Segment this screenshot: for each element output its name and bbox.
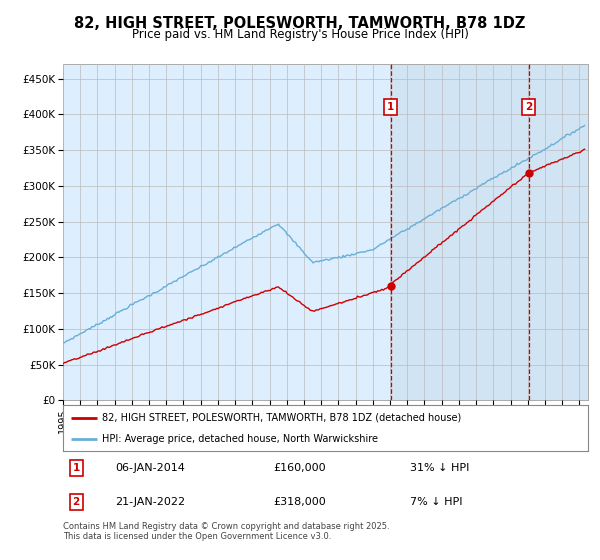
Text: £318,000: £318,000 (273, 497, 326, 507)
Text: 1: 1 (73, 464, 80, 473)
Text: Contains HM Land Registry data © Crown copyright and database right 2025.
This d: Contains HM Land Registry data © Crown c… (63, 522, 389, 542)
Text: 2: 2 (73, 497, 80, 507)
Text: £160,000: £160,000 (273, 464, 326, 473)
Text: 82, HIGH STREET, POLESWORTH, TAMWORTH, B78 1DZ: 82, HIGH STREET, POLESWORTH, TAMWORTH, B… (74, 16, 526, 31)
Text: 21-JAN-2022: 21-JAN-2022 (115, 497, 185, 507)
Text: HPI: Average price, detached house, North Warwickshire: HPI: Average price, detached house, Nort… (103, 435, 379, 444)
Text: 2: 2 (525, 102, 532, 113)
Bar (391, 64, 588, 400)
Text: 06-JAN-2014: 06-JAN-2014 (115, 464, 185, 473)
Text: 31% ↓ HPI: 31% ↓ HPI (409, 464, 469, 473)
Text: 82, HIGH STREET, POLESWORTH, TAMWORTH, B78 1DZ (detached house): 82, HIGH STREET, POLESWORTH, TAMWORTH, B… (103, 413, 461, 423)
Text: 7% ↓ HPI: 7% ↓ HPI (409, 497, 462, 507)
Text: 1: 1 (387, 102, 394, 113)
Text: Price paid vs. HM Land Registry's House Price Index (HPI): Price paid vs. HM Land Registry's House … (131, 28, 469, 41)
